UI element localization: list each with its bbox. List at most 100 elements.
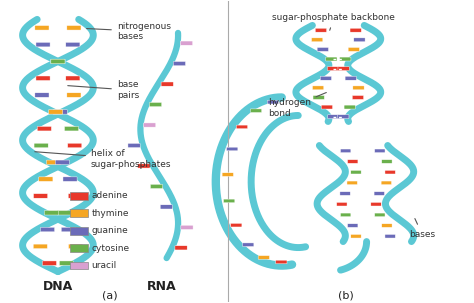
FancyBboxPatch shape [321,105,333,109]
Text: hydrogen
bond: hydrogen bond [268,92,326,118]
Text: uracil: uracil [91,261,117,270]
FancyBboxPatch shape [337,115,349,119]
FancyBboxPatch shape [224,199,235,203]
FancyBboxPatch shape [63,177,77,181]
Text: adenine: adenine [91,191,128,200]
FancyBboxPatch shape [382,224,392,227]
FancyBboxPatch shape [160,205,173,209]
Text: thymine: thymine [91,209,129,218]
FancyBboxPatch shape [320,76,331,80]
FancyBboxPatch shape [40,227,55,232]
Text: cytosine: cytosine [91,244,129,253]
FancyBboxPatch shape [70,209,88,217]
FancyBboxPatch shape [381,181,392,185]
FancyBboxPatch shape [347,181,357,185]
FancyBboxPatch shape [150,184,163,188]
FancyBboxPatch shape [354,38,365,42]
FancyBboxPatch shape [250,109,262,112]
Text: nitrogenous
bases: nitrogenous bases [87,22,171,41]
FancyBboxPatch shape [42,261,56,265]
FancyBboxPatch shape [67,93,81,97]
FancyBboxPatch shape [66,42,80,47]
Text: base
pairs: base pairs [68,80,139,100]
Text: (a): (a) [102,290,118,300]
FancyBboxPatch shape [144,123,156,127]
FancyBboxPatch shape [68,194,82,198]
FancyBboxPatch shape [181,41,192,45]
FancyBboxPatch shape [313,95,324,99]
FancyBboxPatch shape [374,192,384,195]
FancyBboxPatch shape [33,244,47,249]
FancyBboxPatch shape [175,246,187,250]
FancyBboxPatch shape [46,160,61,165]
FancyBboxPatch shape [371,202,381,206]
FancyBboxPatch shape [237,125,247,129]
FancyBboxPatch shape [353,86,364,90]
FancyBboxPatch shape [337,202,347,206]
FancyBboxPatch shape [351,170,361,174]
FancyBboxPatch shape [328,115,339,119]
FancyBboxPatch shape [340,213,351,217]
FancyBboxPatch shape [382,160,392,163]
FancyBboxPatch shape [352,95,364,99]
FancyBboxPatch shape [35,93,49,97]
FancyBboxPatch shape [173,62,185,66]
FancyBboxPatch shape [49,110,63,114]
FancyBboxPatch shape [128,143,140,148]
FancyBboxPatch shape [70,262,88,269]
FancyBboxPatch shape [317,48,328,52]
FancyBboxPatch shape [222,173,233,176]
FancyBboxPatch shape [276,260,287,264]
FancyBboxPatch shape [374,213,385,217]
FancyBboxPatch shape [345,76,356,80]
FancyBboxPatch shape [328,67,339,71]
FancyBboxPatch shape [315,28,327,32]
FancyBboxPatch shape [68,143,82,148]
FancyBboxPatch shape [57,211,72,215]
Text: bases: bases [409,218,435,238]
FancyBboxPatch shape [230,223,242,227]
FancyBboxPatch shape [70,227,88,235]
Text: guanine: guanine [91,226,128,235]
FancyBboxPatch shape [181,225,193,229]
FancyBboxPatch shape [51,59,65,64]
FancyBboxPatch shape [347,160,358,163]
FancyBboxPatch shape [267,100,279,104]
FancyBboxPatch shape [55,160,69,165]
Text: helix of
sugar-phosphates: helix of sugar-phosphates [35,149,172,169]
FancyBboxPatch shape [69,244,82,249]
FancyBboxPatch shape [53,110,67,114]
FancyBboxPatch shape [61,227,75,232]
FancyBboxPatch shape [70,244,88,252]
FancyBboxPatch shape [51,59,65,64]
FancyBboxPatch shape [70,192,88,200]
FancyBboxPatch shape [35,25,49,30]
FancyBboxPatch shape [351,235,361,238]
FancyBboxPatch shape [258,256,269,259]
FancyBboxPatch shape [348,48,359,52]
FancyBboxPatch shape [340,149,351,153]
FancyBboxPatch shape [344,105,356,109]
FancyBboxPatch shape [67,25,81,30]
FancyBboxPatch shape [59,261,73,265]
FancyBboxPatch shape [66,76,80,81]
FancyBboxPatch shape [338,67,349,71]
FancyBboxPatch shape [385,235,395,238]
FancyBboxPatch shape [64,126,79,131]
FancyBboxPatch shape [311,38,323,42]
FancyBboxPatch shape [37,126,51,131]
FancyBboxPatch shape [227,147,238,151]
FancyBboxPatch shape [34,143,48,148]
FancyBboxPatch shape [34,194,48,198]
FancyBboxPatch shape [350,28,361,32]
Text: (b): (b) [337,290,353,300]
FancyBboxPatch shape [312,86,324,90]
FancyBboxPatch shape [339,57,351,61]
FancyBboxPatch shape [149,102,162,107]
FancyBboxPatch shape [374,149,385,153]
FancyBboxPatch shape [243,243,254,247]
Text: sugar-phosphate backbone: sugar-phosphate backbone [273,13,395,30]
FancyBboxPatch shape [45,211,58,215]
FancyBboxPatch shape [161,82,173,86]
FancyBboxPatch shape [39,177,53,181]
